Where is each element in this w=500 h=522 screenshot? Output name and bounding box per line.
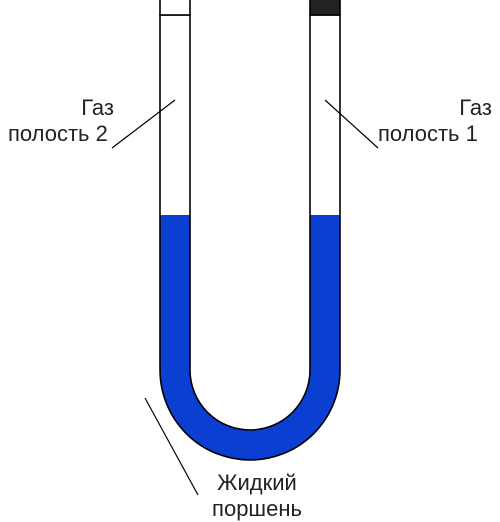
label-liquid-piston: Жидкийпоршень [202, 470, 312, 522]
utube-svg [0, 0, 500, 518]
label-gas-cavity-1: Газполость 1 [378, 95, 496, 147]
label-gas-cavity-2: Газполость 2 [8, 95, 118, 147]
utube-diagram: Газполость 2 Газполость 1 Жидкийпоршень [0, 0, 500, 518]
